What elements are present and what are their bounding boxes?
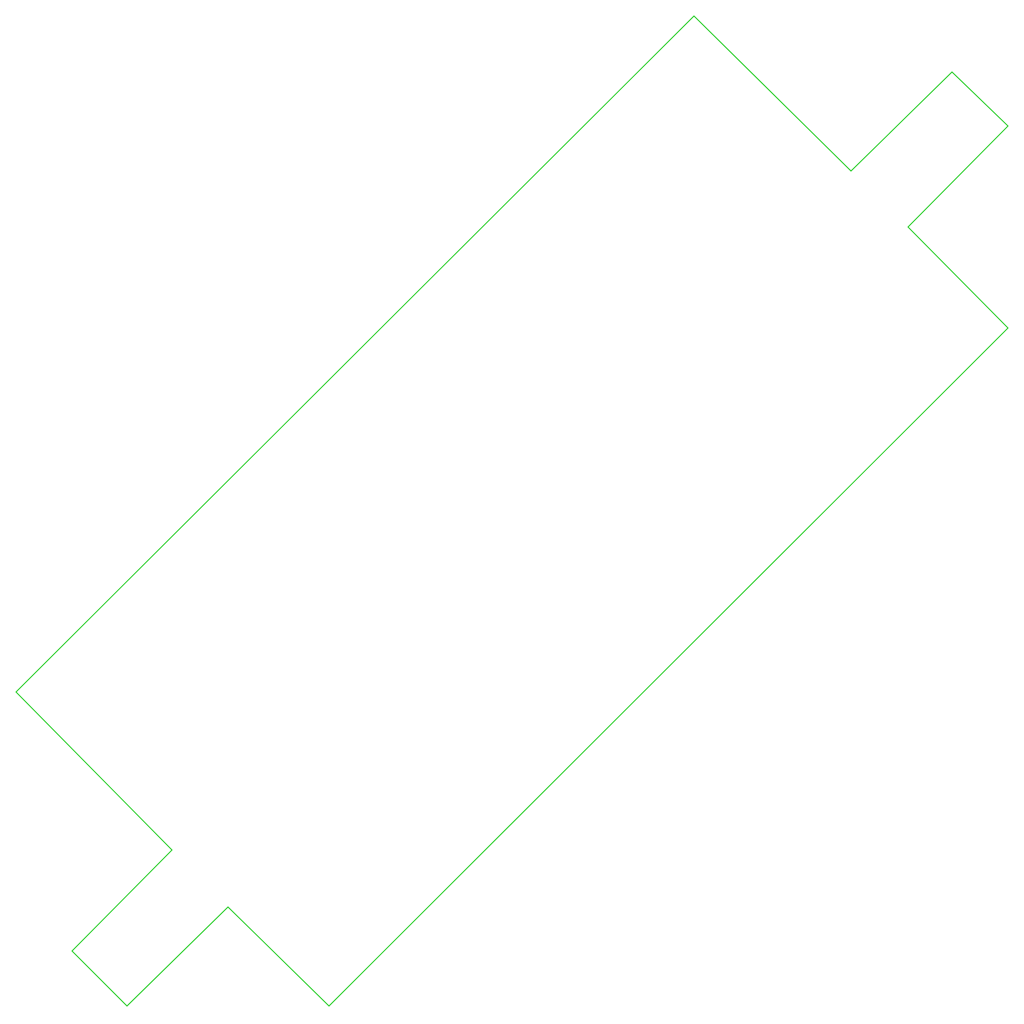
shape-outline: [15, 15, 1009, 1007]
